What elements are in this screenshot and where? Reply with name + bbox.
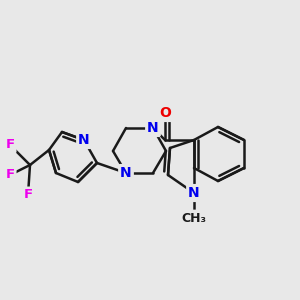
Text: F: F	[5, 139, 15, 152]
Text: O: O	[159, 106, 171, 120]
Text: F: F	[5, 169, 15, 182]
Text: CH₃: CH₃	[182, 212, 206, 224]
Text: N: N	[78, 133, 90, 147]
Text: N: N	[188, 186, 200, 200]
Text: N: N	[147, 121, 159, 135]
Text: F: F	[23, 188, 33, 202]
Text: N: N	[120, 166, 132, 180]
